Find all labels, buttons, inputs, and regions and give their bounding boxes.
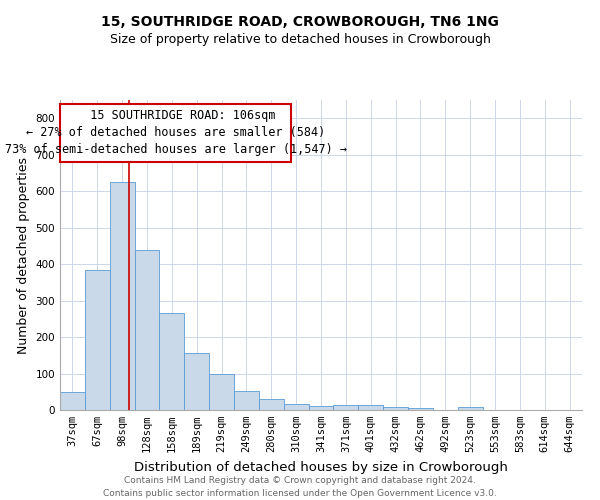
Bar xyxy=(85,270,110,410)
Bar xyxy=(234,390,259,410)
Bar xyxy=(209,374,234,410)
Text: 15, SOUTHRIDGE ROAD, CROWBOROUGH, TN6 1NG: 15, SOUTHRIDGE ROAD, CROWBOROUGH, TN6 1N… xyxy=(101,15,499,29)
Bar xyxy=(60,392,85,410)
Y-axis label: Number of detached properties: Number of detached properties xyxy=(17,156,30,354)
Bar xyxy=(134,250,160,410)
Bar xyxy=(184,354,209,410)
Bar xyxy=(160,314,184,410)
Bar xyxy=(110,182,134,410)
FancyBboxPatch shape xyxy=(60,104,291,162)
X-axis label: Distribution of detached houses by size in Crowborough: Distribution of detached houses by size … xyxy=(134,460,508,473)
Text: Contains HM Land Registry data © Crown copyright and database right 2024.
Contai: Contains HM Land Registry data © Crown c… xyxy=(103,476,497,498)
Bar xyxy=(458,407,482,410)
Text: 15 SOUTHRIDGE ROAD: 106sqm
← 27% of detached houses are smaller (584)
73% of sem: 15 SOUTHRIDGE ROAD: 106sqm ← 27% of deta… xyxy=(5,110,347,156)
Bar xyxy=(358,404,383,410)
Bar xyxy=(383,407,408,410)
Bar xyxy=(284,404,308,410)
Bar xyxy=(334,406,358,410)
Bar xyxy=(308,406,334,410)
Text: Size of property relative to detached houses in Crowborough: Size of property relative to detached ho… xyxy=(110,32,490,46)
Bar xyxy=(259,399,284,410)
Bar xyxy=(408,408,433,410)
